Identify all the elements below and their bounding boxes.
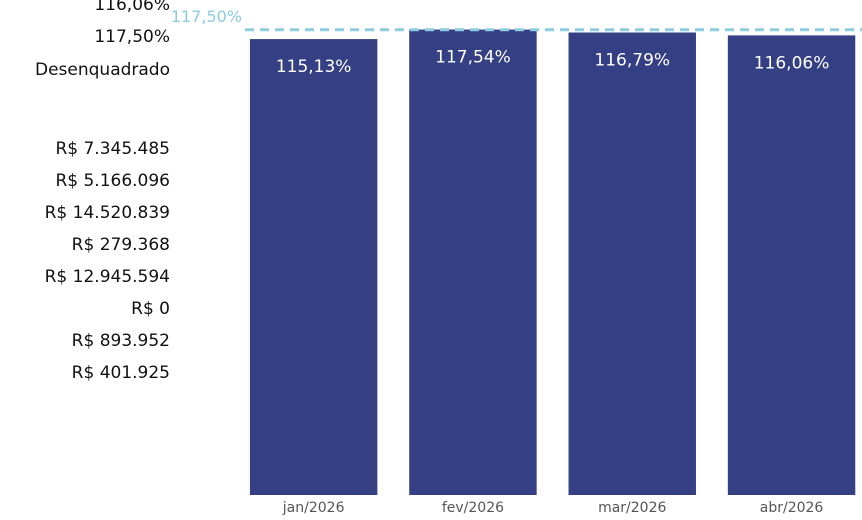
x-tick-label: abr/2026 [760,500,824,516]
reference-label: 117,50% [171,7,242,26]
bar [249,39,378,495]
value-label: 116,79% [594,51,670,71]
bar [409,29,537,496]
bar [727,35,856,495]
side-text: R$ 279.368 [72,235,170,255]
side-text: R$ 401.925 [72,363,170,383]
x-tick-label: mar/2026 [598,500,666,516]
side-text: R$ 14.520.839 [45,203,170,223]
bar [568,32,696,496]
value-label: 115,13% [276,57,352,77]
x-tick-label: fev/2026 [442,500,504,516]
side-text: R$ 5.166.096 [55,171,170,191]
side-text: R$ 7.345.485 [55,139,170,159]
side-text: Desenquadrado [35,60,170,80]
side-text: 116,06% [94,0,170,15]
side-text: 117,50% [94,27,170,47]
value-label: 116,06% [754,53,830,73]
x-tick-label: jan/2026 [282,500,345,516]
side-text: R$ 893.952 [72,331,170,351]
side-text: R$ 0 [131,299,170,319]
side-text: R$ 12.945.594 [45,267,170,287]
value-label: 117,54% [435,48,511,68]
